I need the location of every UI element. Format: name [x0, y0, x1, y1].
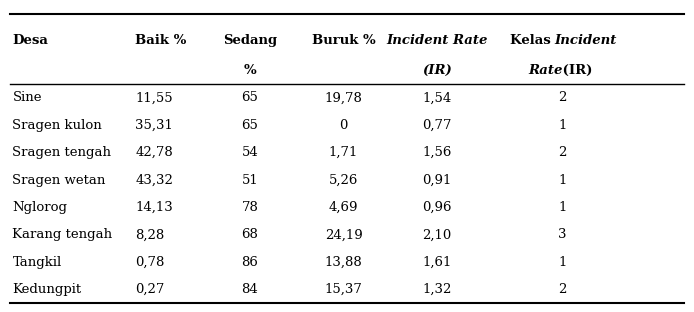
- Text: 11,55: 11,55: [135, 91, 173, 105]
- Text: (IR): (IR): [559, 64, 593, 77]
- Text: 68: 68: [242, 228, 258, 241]
- Text: 0,77: 0,77: [423, 119, 452, 132]
- Text: 2: 2: [558, 146, 566, 159]
- Text: 2: 2: [558, 91, 566, 105]
- Text: Desa: Desa: [12, 34, 49, 47]
- Text: 86: 86: [242, 256, 258, 269]
- Text: 14,13: 14,13: [135, 201, 173, 214]
- Text: 1: 1: [558, 119, 566, 132]
- Text: 65: 65: [242, 91, 258, 105]
- Text: 1,61: 1,61: [423, 256, 452, 269]
- Text: 4,69: 4,69: [329, 201, 358, 214]
- Text: Sragen kulon: Sragen kulon: [12, 119, 102, 132]
- Text: Sragen tengah: Sragen tengah: [12, 146, 112, 159]
- Text: 13,88: 13,88: [325, 256, 362, 269]
- Text: Incident: Incident: [555, 34, 617, 47]
- Text: 1,71: 1,71: [329, 146, 358, 159]
- Text: Karang tengah: Karang tengah: [12, 228, 112, 241]
- Text: 5,26: 5,26: [329, 173, 358, 187]
- Text: 19,78: 19,78: [325, 91, 362, 105]
- Text: 0: 0: [339, 119, 348, 132]
- Text: 65: 65: [242, 119, 258, 132]
- Text: 0,27: 0,27: [135, 283, 164, 296]
- Text: Tangkil: Tangkil: [12, 256, 62, 269]
- Text: 43,32: 43,32: [135, 173, 174, 187]
- Text: 84: 84: [242, 283, 258, 296]
- Text: Baik %: Baik %: [135, 34, 187, 47]
- Text: 1,56: 1,56: [423, 146, 452, 159]
- Text: Kelas: Kelas: [509, 34, 555, 47]
- Text: 1: 1: [558, 173, 566, 187]
- Text: 24,19: 24,19: [325, 228, 362, 241]
- Text: 0,91: 0,91: [423, 173, 452, 187]
- Text: 2: 2: [558, 283, 566, 296]
- Text: 51: 51: [242, 173, 258, 187]
- Text: Sedang: Sedang: [223, 34, 277, 47]
- Text: 2,10: 2,10: [423, 228, 452, 241]
- Text: Incident Rate: Incident Rate: [387, 34, 488, 47]
- Text: Sine: Sine: [12, 91, 42, 105]
- Text: Kedungpit: Kedungpit: [12, 283, 82, 296]
- Text: Sragen wetan: Sragen wetan: [12, 173, 106, 187]
- Text: 0,96: 0,96: [423, 201, 452, 214]
- Text: (IR): (IR): [423, 64, 452, 77]
- Text: 1,32: 1,32: [423, 283, 452, 296]
- Text: 8,28: 8,28: [135, 228, 164, 241]
- Text: 1: 1: [558, 201, 566, 214]
- Text: %: %: [244, 64, 256, 77]
- Text: 54: 54: [242, 146, 258, 159]
- Text: Buruk %: Buruk %: [312, 34, 375, 47]
- Text: 78: 78: [242, 201, 258, 214]
- Text: Rate: Rate: [528, 64, 563, 77]
- Text: Nglorog: Nglorog: [12, 201, 67, 214]
- Text: 1: 1: [558, 256, 566, 269]
- Text: 15,37: 15,37: [325, 283, 362, 296]
- Text: 3: 3: [558, 228, 566, 241]
- Text: 1,54: 1,54: [423, 91, 452, 105]
- Text: 42,78: 42,78: [135, 146, 173, 159]
- Text: 35,31: 35,31: [135, 119, 174, 132]
- Text: 0,78: 0,78: [135, 256, 164, 269]
